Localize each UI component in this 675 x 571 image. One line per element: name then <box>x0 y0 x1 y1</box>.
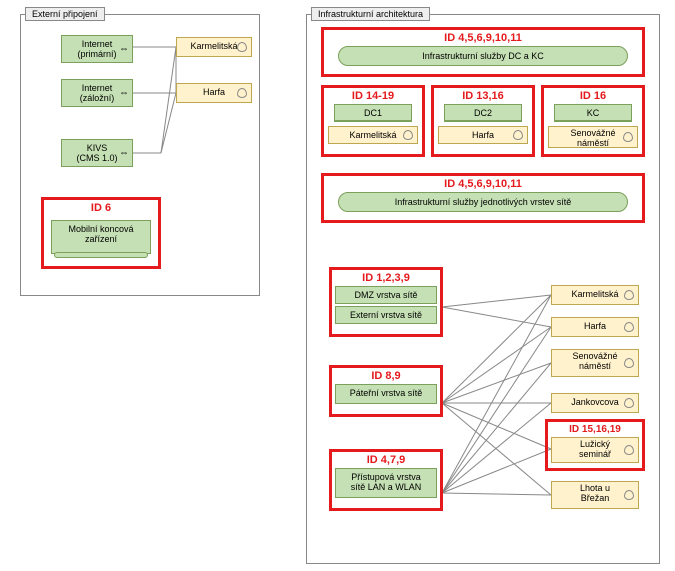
karmelitska-left: Karmelitská <box>176 37 252 57</box>
mobile-pill <box>54 252 148 258</box>
layer3-id: ID 4,7,9 <box>332 452 440 468</box>
internet-primary: Internet (primární) ⇔ <box>61 35 133 63</box>
id6-outline: ID 6 Mobilní koncová zařízení <box>41 197 161 269</box>
kc-box: KC <box>554 104 632 122</box>
kc-id: ID 16 <box>544 88 642 104</box>
kivs-label: KIVS (CMS 1.0) <box>76 143 117 163</box>
layer2-red: ID 8,9 Páteřní vrstva sítě <box>329 365 443 417</box>
loc4-label: Jankovcova <box>571 397 619 407</box>
backbone-label: Páteřní vrstva sítě <box>350 388 423 398</box>
dmz-label: DMZ vrstva sítě <box>354 290 417 300</box>
bulb-icon <box>624 358 634 368</box>
bulb-icon <box>624 490 634 500</box>
layer1-red: ID 1,2,3,9 DMZ vrstva sítě Externí vrstv… <box>329 267 443 337</box>
harfa-left: Harfa <box>176 83 252 103</box>
loc6: Lhota u Břežan <box>551 481 639 509</box>
bidir-icon: ⇔ <box>119 88 129 99</box>
mobile-box: Mobilní koncová zařízení <box>51 220 151 254</box>
id6-label: ID 6 <box>44 200 158 216</box>
loc2-label: Harfa <box>584 321 606 331</box>
bulb-icon <box>624 322 634 332</box>
right-panel-title: Infrastrukturní architektura <box>311 7 430 21</box>
internet-primary-label: Internet (primární) <box>77 39 116 59</box>
bulb-icon <box>623 132 633 142</box>
kc-loc-label: Senovážné náměstí <box>570 128 615 148</box>
top-red: ID 4,5,6,9,10,11 Infrastrukturní služby … <box>321 27 645 77</box>
right-panel: Infrastrukturní architektura ID 4,5,6,9,… <box>306 14 660 564</box>
loc5: Lužický seminář <box>551 437 639 463</box>
ext-label: Externí vrstva sítě <box>350 310 422 320</box>
loc5-label: Lužický seminář <box>579 439 611 459</box>
loc1: Karmelitská <box>551 285 639 305</box>
bulb-icon <box>237 88 247 98</box>
access-label: Přístupová vrstva sítě LAN a WLAN <box>351 472 422 492</box>
bidir-icon: ⇔ <box>119 44 129 55</box>
bulb-icon <box>403 130 413 140</box>
left-panel: Externí připojení Internet (primární) ⇔ … <box>20 14 260 296</box>
mid-red: ID 4,5,6,9,10,11 Infrastrukturní služby … <box>321 173 645 223</box>
loc6-label: Lhota u Břežan <box>580 483 610 503</box>
kc-loc: Senovážné náměstí <box>548 126 638 148</box>
mid-pill-label: Infrastrukturní služby jednotlivých vrst… <box>395 197 572 207</box>
dc2-label: DC2 <box>474 108 492 118</box>
mid-id: ID 4,5,6,9,10,11 <box>324 176 642 192</box>
bulb-icon <box>513 130 523 140</box>
dc1-label: DC1 <box>364 108 382 118</box>
loc2: Harfa <box>551 317 639 337</box>
kc-red: ID 16 KC Senovážné náměstí <box>541 85 645 157</box>
dc2-id: ID 13,16 <box>434 88 532 104</box>
dc2-loc: Harfa <box>438 126 528 144</box>
bulb-icon <box>624 290 634 300</box>
layer3-red: ID 4,7,9 Přístupová vrstva sítě LAN a WL… <box>329 449 443 511</box>
ext-box: Externí vrstva sítě <box>335 306 437 324</box>
dc1-red: ID 14-19 DC1 Karmelitská <box>321 85 425 157</box>
dc2-loc-label: Harfa <box>472 130 494 140</box>
dmz-box: DMZ vrstva sítě <box>335 286 437 304</box>
dc1-id: ID 14-19 <box>324 88 422 104</box>
mobile-label: Mobilní koncová zařízení <box>68 224 133 244</box>
loc4: Jankovcova <box>551 393 639 413</box>
loc3: Senovážné náměstí <box>551 349 639 377</box>
mid-pill: Infrastrukturní služby jednotlivých vrst… <box>338 192 628 212</box>
bidir-icon: ⇔ <box>119 148 129 159</box>
dc1-loc-label: Karmelitská <box>349 130 396 140</box>
loc1-label: Karmelitská <box>571 289 618 299</box>
top-id: ID 4,5,6,9,10,11 <box>324 30 642 46</box>
dc2-box: DC2 <box>444 104 522 122</box>
internet-backup: Internet (záložní) ⇔ <box>61 79 133 107</box>
kivs: KIVS (CMS 1.0) ⇔ <box>61 139 133 167</box>
top-pill-label: Infrastrukturní služby DC a KC <box>422 51 544 61</box>
bulb-icon <box>624 445 634 455</box>
dc1-box: DC1 <box>334 104 412 122</box>
kc-label: KC <box>587 108 600 118</box>
harfa-left-label: Harfa <box>203 87 225 97</box>
bulb-icon <box>624 398 634 408</box>
dc1-loc: Karmelitská <box>328 126 418 144</box>
loc5-id: ID 15,16,19 <box>548 422 642 437</box>
karmelitska-left-label: Karmelitská <box>190 41 237 51</box>
loc5-red: ID 15,16,19 Lužický seminář <box>545 419 645 471</box>
layer2-id: ID 8,9 <box>332 368 440 384</box>
backbone-box: Páteřní vrstva sítě <box>335 384 437 404</box>
layer1-id: ID 1,2,3,9 <box>332 270 440 286</box>
dc2-red: ID 13,16 DC2 Harfa <box>431 85 535 157</box>
bulb-icon <box>237 42 247 52</box>
loc3-label: Senovážné náměstí <box>572 351 617 371</box>
access-box: Přístupová vrstva sítě LAN a WLAN <box>335 468 437 498</box>
left-panel-title: Externí připojení <box>25 7 105 21</box>
internet-backup-label: Internet (záložní) <box>80 83 115 103</box>
top-pill: Infrastrukturní služby DC a KC <box>338 46 628 66</box>
